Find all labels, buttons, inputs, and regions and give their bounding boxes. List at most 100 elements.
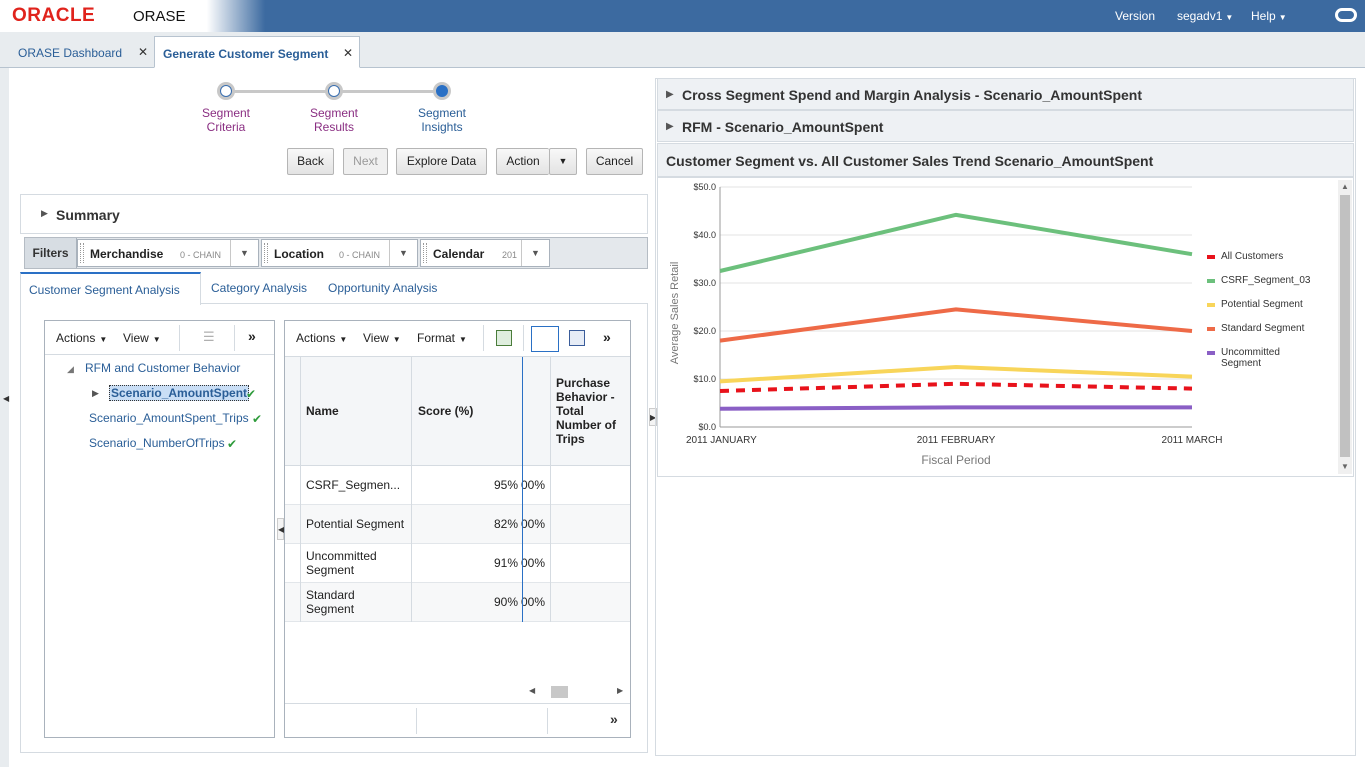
accordion-title: RFM - Scenario_AmountSpent (682, 119, 884, 135)
more-overflow-icon[interactable]: » (610, 711, 618, 727)
back-button[interactable]: Back (287, 148, 334, 175)
action-dropdown-button[interactable]: ▼ (549, 148, 577, 175)
tab-customer-segment-analysis[interactable]: Customer Segment Analysis (20, 272, 201, 305)
table-actions-menu[interactable]: Actions ▼ (296, 331, 347, 345)
document-tab-bar: ORASE Dashboard ✕ Generate Customer Segm… (0, 32, 1365, 68)
help-menu[interactable]: Help ▼ (1251, 9, 1287, 23)
close-icon[interactable]: ✕ (342, 46, 353, 60)
frozen-column-marker[interactable] (522, 357, 523, 622)
accordion-sales-trend[interactable]: Customer Segment vs. All Customer Sales … (657, 143, 1354, 177)
chart-vertical-scrollbar[interactable]: ▲ ▼ (1338, 180, 1352, 474)
legend-label: Potential Segment (1221, 299, 1303, 310)
summary-panel[interactable]: ▶ Summary (20, 194, 648, 234)
action-button[interactable]: Action (496, 148, 549, 175)
column-divider (550, 357, 551, 622)
train-label-criteria[interactable]: Segment Criteria (181, 106, 271, 134)
scroll-right-icon[interactable]: ▶ (617, 686, 624, 695)
freeze-columns-icon[interactable] (531, 326, 559, 352)
cancel-button[interactable]: Cancel (586, 148, 643, 175)
y-tick-label: $30.0 (693, 278, 716, 288)
scroll-down-icon[interactable]: ▼ (1341, 462, 1349, 471)
detach-table-icon[interactable] (569, 330, 585, 346)
splitter-handle-icon[interactable]: ▶ (649, 408, 657, 426)
scroll-thumb[interactable] (551, 686, 568, 698)
series-line (719, 405, 1192, 411)
drag-grip-icon[interactable] (264, 243, 268, 263)
header-line: Total (556, 404, 584, 418)
column-header-name[interactable]: Name (306, 404, 339, 418)
column-header-score[interactable]: Score (%) (418, 404, 474, 418)
summary-title: Summary (56, 207, 120, 223)
table-row[interactable]: CSRF_Segmen... 95% 00% (285, 466, 630, 505)
series-line (719, 365, 1193, 384)
drag-grip-icon[interactable] (80, 243, 84, 263)
accordion-cross-segment[interactable]: ▶ Cross Segment Spend and Margin Analysi… (657, 78, 1354, 110)
train-stop-criteria[interactable] (217, 82, 235, 100)
close-icon[interactable]: ✕ (137, 45, 148, 59)
filter-location[interactable]: Location 0 - CHAIN ▼ (261, 239, 418, 267)
cell-score: 82% (493, 517, 518, 531)
tab-opportunity-analysis[interactable]: Opportunity Analysis (328, 281, 438, 295)
train-stop-results[interactable] (325, 82, 343, 100)
filter-merchandise[interactable]: Merchandise 0 - CHAIN ▼ (77, 239, 259, 267)
cell-score: 91% (493, 556, 518, 570)
legend-swatch (1207, 351, 1215, 355)
tab-category-analysis[interactable]: Category Analysis (211, 281, 308, 295)
explore-data-button[interactable]: Explore Data (396, 148, 487, 175)
tab-orase-dashboard[interactable]: ORASE Dashboard ✕ (0, 36, 154, 68)
filter-name: Calendar (433, 247, 485, 261)
tree-node-scenario-amountspent[interactable]: Scenario_AmountSpent (109, 385, 250, 401)
train-stop-marker (328, 85, 340, 97)
column-header-purchase-behavior[interactable]: Purchase Behavior - Total Number of Trip… (556, 376, 616, 446)
legend-swatch (1207, 279, 1215, 283)
collapse-tree-icon[interactable]: ◀ (277, 518, 284, 540)
segment-table: Actions ▼ View ▼ Format ▼ » Name Score (%) … (284, 320, 631, 738)
chevron-down-icon[interactable]: ▼ (521, 240, 549, 266)
label-line: Segment (417, 106, 467, 120)
table-row[interactable]: Uncommitted Segment 91% 00% (285, 544, 630, 583)
scroll-thumb[interactable] (1340, 195, 1350, 457)
cell-hidden-column: 00% (521, 556, 546, 570)
export-excel-icon[interactable] (496, 330, 512, 346)
cell-score: 95% (493, 478, 518, 492)
tree-node-scenario-amountspent-trips[interactable]: Scenario_AmountSpent_Trips (89, 411, 249, 425)
scroll-left-icon[interactable]: ◀ (529, 686, 536, 695)
tree-node-scenario-numberoftrips[interactable]: Scenario_NumberOfTrips (89, 436, 225, 450)
table-row[interactable]: Potential Segment 82% 00% (285, 505, 630, 544)
table-format-menu[interactable]: Format ▼ (417, 331, 467, 345)
collapse-triangle-icon[interactable]: ◢ (67, 364, 74, 374)
oracle-o-icon[interactable] (1335, 8, 1357, 22)
toolbar-divider (179, 325, 180, 351)
table-row[interactable]: Standard Segment 90% 00% (285, 583, 630, 622)
chevron-down-icon: ▼ (99, 335, 108, 344)
more-overflow-icon[interactable]: » (248, 328, 256, 344)
y-tick-label: $20.0 (693, 326, 716, 336)
next-button[interactable]: Next (343, 148, 388, 175)
name-line: Segment (306, 602, 355, 616)
tree-root-node[interactable]: RFM and Customer Behavior (85, 361, 241, 375)
tab-generate-customer-segment[interactable]: Generate Customer Segment ✕ (154, 36, 360, 68)
more-overflow-icon[interactable]: » (603, 329, 611, 345)
version-link[interactable]: Version (1115, 9, 1156, 23)
header-line: Number of (556, 418, 616, 432)
expand-triangle-icon[interactable]: ▶ (92, 388, 99, 398)
chevron-down-icon[interactable]: ▼ (389, 240, 417, 266)
chevron-down-icon: ▼ (392, 335, 401, 344)
filter-bar: Filters Merchandise 0 - CHAIN ▼ Location… (24, 237, 648, 269)
label-line: Segment (309, 106, 359, 120)
table-toolbar: Actions ▼ View ▼ Format ▼ » (285, 321, 630, 357)
horizontal-scrollbar[interactable]: ◀ ▶ (525, 685, 629, 699)
table-view-menu[interactable]: View ▼ (363, 331, 401, 345)
user-menu[interactable]: segadv1 ▼ (1177, 9, 1233, 23)
chevron-down-icon[interactable]: ▼ (230, 240, 258, 266)
train-label-results[interactable]: Segment Results (289, 106, 379, 134)
drag-grip-icon[interactable] (423, 243, 427, 263)
filter-calendar[interactable]: Calendar 201 ▼ (420, 239, 550, 267)
expand-left-icon[interactable]: ◀ (3, 394, 10, 403)
tree-view-menu[interactable]: View ▼ (123, 331, 161, 345)
scroll-up-icon[interactable]: ▲ (1341, 182, 1349, 191)
list-filter-icon[interactable]: ☰ (203, 329, 215, 344)
tree-actions-menu[interactable]: Actions ▼ (56, 331, 107, 345)
legend-label: Standard Segment (1221, 323, 1305, 334)
accordion-rfm[interactable]: ▶ RFM - Scenario_AmountSpent (657, 110, 1354, 142)
